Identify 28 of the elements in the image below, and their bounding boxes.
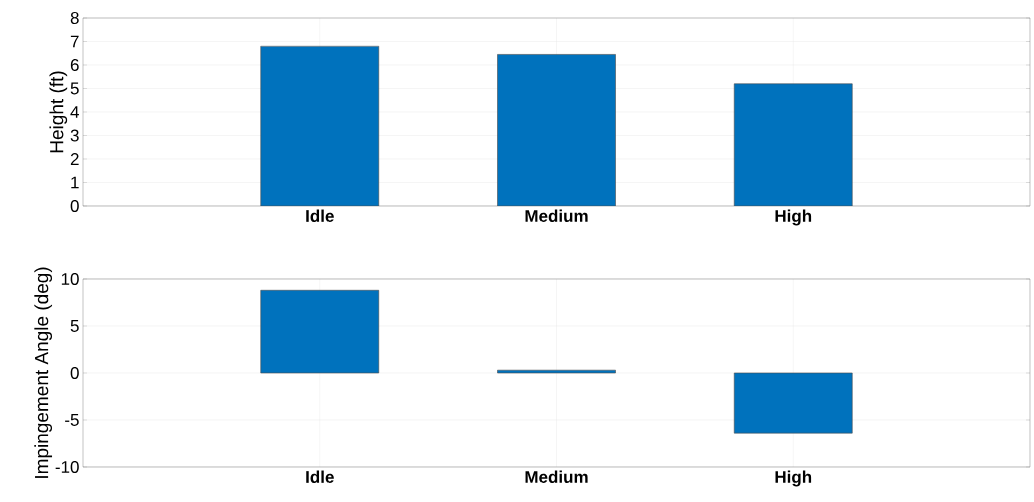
- bar: [260, 289, 380, 374]
- bar: [497, 369, 616, 374]
- x-tick-label: High: [775, 470, 812, 487]
- y-tick-label: 1: [71, 176, 79, 189]
- y-tick-label: 3: [70, 129, 79, 142]
- y-tick-label: 0: [70, 199, 79, 213]
- y-axis-title: Height (ft): [49, 71, 68, 153]
- y-axis-title: Impingement Angle (deg): [34, 267, 53, 478]
- bar: [497, 54, 616, 206]
- y-tick-label: 5: [70, 82, 79, 95]
- y-tick-label: 4: [70, 106, 79, 118]
- x-tick-label: Medium: [525, 470, 588, 484]
- y-tick-label: 6: [70, 58, 79, 72]
- y-tick-label: 8: [70, 11, 79, 25]
- x-tick-label: High: [775, 209, 812, 226]
- x-tick-label: Medium: [525, 209, 588, 223]
- y-tick-label: 0: [70, 366, 79, 380]
- y-tick-label: 7: [70, 35, 79, 48]
- x-tick-label: Idle: [306, 470, 334, 484]
- y-tick-label: -10: [55, 460, 79, 474]
- x-tick-label: Idle: [306, 209, 334, 223]
- bar: [260, 45, 380, 206]
- bar: [733, 372, 853, 434]
- y-tick-label: -5: [65, 414, 79, 426]
- y-tick-label: 2: [70, 153, 79, 165]
- y-tick-label: 10: [61, 272, 79, 286]
- bar: [733, 83, 853, 206]
- y-tick-label: 5: [70, 320, 79, 332]
